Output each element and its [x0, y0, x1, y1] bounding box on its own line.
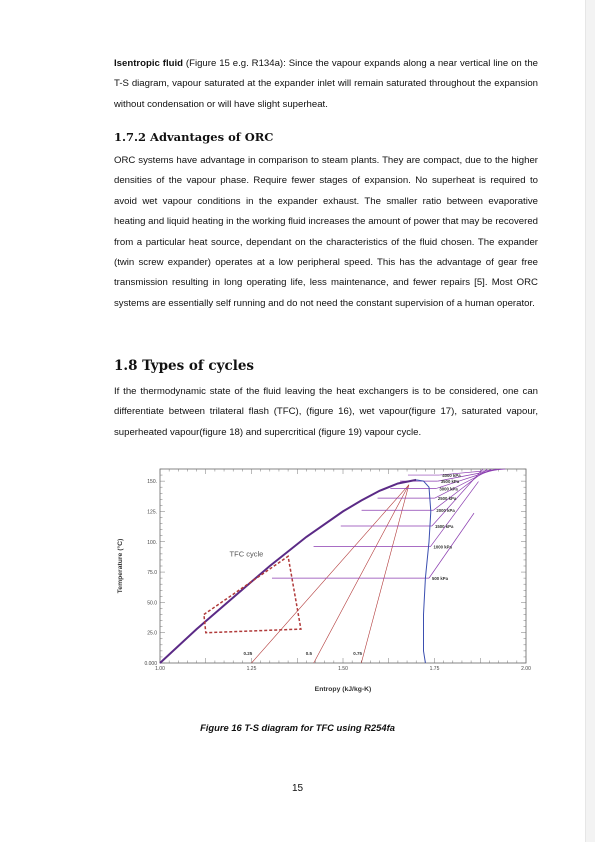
quality-line	[251, 484, 410, 664]
x-tick-label: 1.50	[338, 666, 348, 672]
term-isentropic-fluid: Isentropic fluid	[114, 58, 183, 69]
y-tick-label: 0.000	[144, 661, 157, 667]
heading-types-of-cycles: 1.8 Types of cycles	[114, 358, 255, 374]
isobar-label: 2000 kPa	[436, 508, 455, 513]
quality-label: 0.5	[306, 651, 313, 656]
quality-label: 0.75	[353, 651, 362, 656]
y-tick-label: 100.	[147, 540, 157, 546]
tfc-cycle-path	[203, 555, 302, 634]
page-number: 15	[291, 783, 304, 794]
quality-line	[361, 484, 410, 664]
isobar-superheat	[439, 468, 506, 476]
page-edge	[585, 0, 595, 842]
figure-caption: Figure 16 T-S diagram for TFC using R254…	[200, 722, 395, 733]
isobar-superheat	[436, 468, 497, 489]
y-tick-label: 150.	[147, 479, 157, 485]
isobar-label: 3000 kPa	[439, 486, 458, 491]
isobar-label: 500 kPa	[432, 576, 449, 581]
ts-diagram-chart: 1.00 1.25 1.50 1.75 2.00 0.000 25.0 50.0 75.0 100…	[116, 468, 531, 693]
x-tick-label: 1.75	[430, 666, 440, 672]
y-tick-label: 25.0	[147, 631, 157, 637]
isobar-superheat	[437, 468, 501, 482]
isobar-superheat	[430, 481, 479, 547]
isobar-label: 1500 kPa	[435, 524, 454, 529]
x-tick-label: 2.00	[521, 666, 531, 672]
paragraph-advantages-orc: ORC systems have advantage in comparison…	[114, 155, 538, 309]
quality-label: 0.25	[244, 651, 253, 656]
saturated-liquid-line	[159, 478, 417, 664]
tfc-cycle-label: TFC cycle	[230, 549, 264, 558]
saturated-vapour-line	[416, 479, 432, 664]
y-tick-label: 125.	[147, 509, 157, 515]
paragraph-isentropic-fluid: Isentropic fluid (Figure 15 e.g. R134a):…	[114, 54, 538, 115]
y-axis-label: Temperature (°C)	[116, 539, 124, 594]
heading-advantages-orc: 1.7.2 Advantages of ORC	[114, 130, 274, 144]
plot-frame	[159, 468, 527, 664]
x-tick-label: 1.00	[155, 666, 165, 672]
isobar-label: 2500 kPa	[438, 496, 457, 501]
paragraph-types-of-cycles: If the thermodynamic state of the fluid …	[114, 386, 538, 438]
x-tick-label: 1.25	[247, 666, 257, 672]
x-axis-label: Entropy (kJ/kg-K)	[315, 686, 372, 693]
ts-diagram-figure: 1.00 1.25 1.50 1.75 2.00 0.000 25.0 50.0 75.0 100…	[112, 459, 544, 709]
y-tick-label: 50.0	[147, 600, 157, 606]
isobar-superheat	[428, 512, 475, 579]
isobar-label: 3500 kPa	[441, 479, 460, 484]
quality-line	[313, 484, 410, 664]
y-tick-label: 75.0	[147, 570, 157, 576]
paragraph-text: (Figure 15 e.g. R134a): Since the vapour…	[114, 58, 538, 110]
isobar-label: 1000 kPa	[433, 545, 452, 550]
isobar-label: 4000 kPa	[442, 473, 461, 478]
